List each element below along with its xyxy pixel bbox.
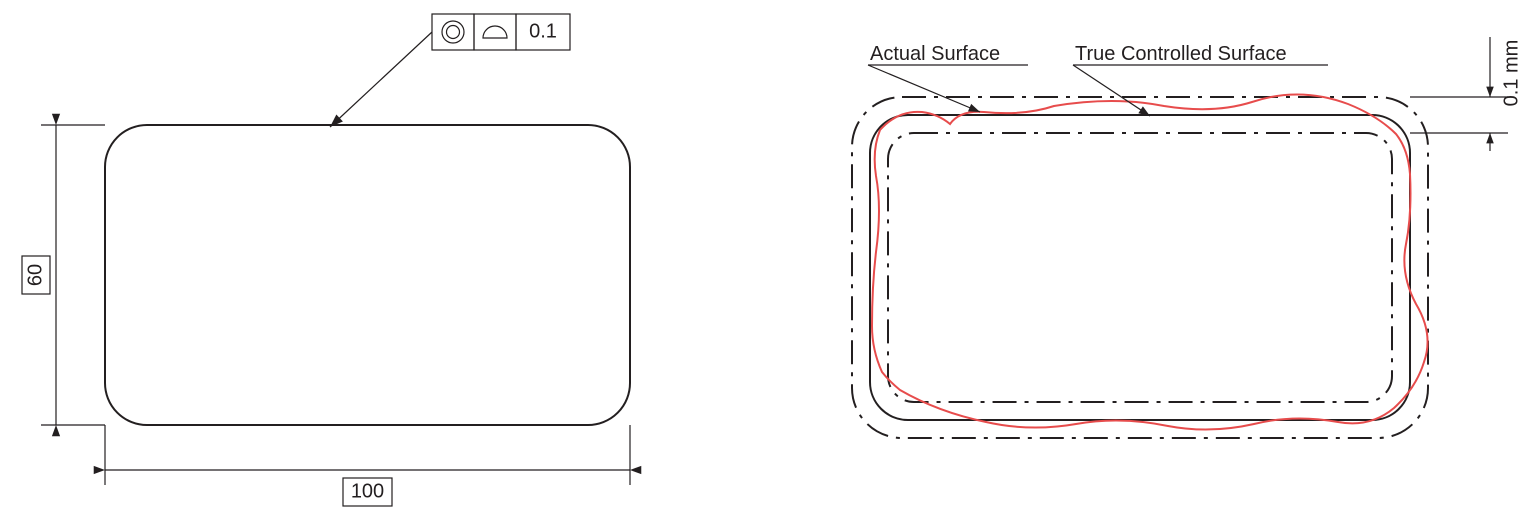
- dim-width-box: 100: [343, 478, 392, 506]
- actual-surface: [872, 94, 1428, 429]
- svg-text:0.1 mm: 0.1 mm: [1500, 40, 1522, 107]
- true-controlled-surface: [870, 115, 1410, 420]
- label-true-surface-text: True Controlled Surface: [1075, 43, 1287, 65]
- tolerance-inner: [888, 133, 1392, 402]
- label-actual-surface: Actual Surface: [868, 43, 1028, 112]
- right-drawing: Actual Surface True Controlled Surface 0.1…: [852, 37, 1522, 438]
- fcf-symbol-inner-circle-icon: [447, 26, 460, 39]
- fcf-profile-symbol-icon: [483, 26, 507, 38]
- label-true-surface: True Controlled Surface: [1073, 43, 1328, 116]
- gap-dim-label: 0.1 mm: [1500, 40, 1522, 107]
- dim-height-label: 60: [22, 256, 50, 294]
- fcf-tolerance-value: 0.1: [529, 20, 557, 42]
- dim-height-box: 60: [22, 256, 50, 294]
- fcf-symbol-outer-circle-icon: [442, 21, 464, 43]
- feature-control-frame: 0.1: [330, 14, 570, 127]
- part-outline: [105, 125, 630, 425]
- tolerance-outer: [852, 97, 1428, 438]
- svg-text:100: 100: [351, 480, 384, 502]
- svg-text:60: 60: [24, 264, 46, 286]
- left-drawing: 60 100 0.1: [22, 14, 641, 506]
- label-actual-surface-text: Actual Surface: [870, 43, 1000, 65]
